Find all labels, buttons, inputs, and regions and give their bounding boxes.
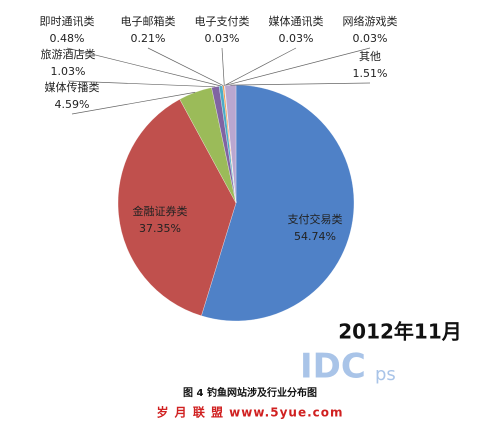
leader-line (230, 82, 371, 86)
slice-label: 其他 (359, 50, 381, 63)
slice-value: 0.21% (131, 32, 166, 45)
slice-label: 媒体传播类 (45, 80, 100, 94)
pie-slice (117, 99, 237, 316)
pie-slice (201, 84, 355, 322)
watermark: ps (375, 364, 396, 385)
slice-label: 支付交易类 (288, 212, 343, 226)
slice-label: 即时通讯类 (40, 14, 95, 28)
leader-line (147, 47, 224, 86)
leader-line (71, 91, 196, 115)
slice-label: 金融证券类 (133, 204, 188, 218)
slice-value: 4.59% (55, 98, 90, 111)
leader-line (221, 47, 225, 86)
slice-label: 媒体通讯类 (269, 14, 324, 28)
slice-label: 电子支付类 (195, 14, 250, 28)
slice-value: 0.03% (205, 32, 240, 45)
leader-line (67, 80, 216, 88)
slice-label: 旅游酒店类 (41, 47, 96, 61)
slice-label: 网络游戏类 (343, 14, 398, 28)
slice-value: 37.35% (139, 222, 181, 235)
date-annotation: 2012年11月 (338, 320, 462, 344)
leader-line (224, 47, 371, 86)
slice-value: 1.03% (51, 65, 86, 78)
slice-value: 0.03% (279, 32, 314, 45)
slice-value: 54.74% (294, 230, 336, 243)
slice-label: 电子邮箱类 (121, 14, 176, 28)
leader-line (224, 47, 297, 86)
leader-line (66, 47, 221, 87)
slice-value: 0.03% (353, 32, 388, 45)
source: 岁 月 联 盟 www.5yue.com (156, 405, 343, 420)
caption: 图 4 钓鱼网站涉及行业分布图 (183, 386, 317, 399)
watermark: IDC (300, 347, 366, 387)
slice-value: 0.48% (50, 32, 85, 45)
slice-value: 1.51% (353, 67, 388, 80)
